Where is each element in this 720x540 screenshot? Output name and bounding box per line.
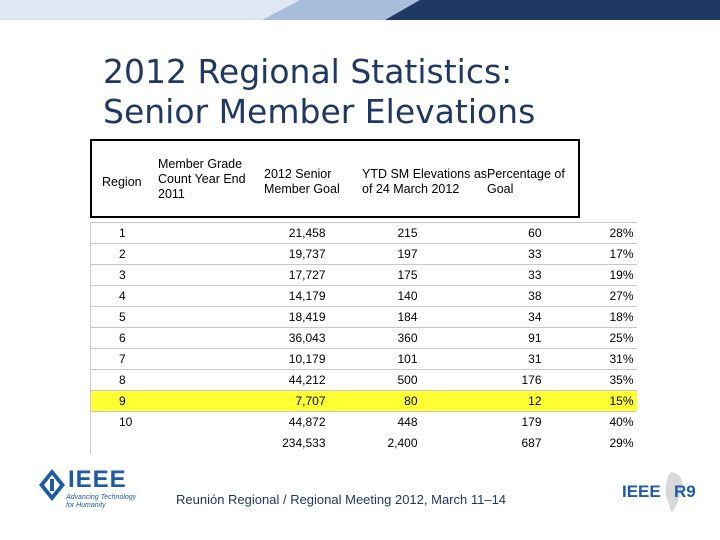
ieee-diamond-icon [39, 469, 65, 501]
cell-ytd: 38 [420, 285, 545, 307]
table-row: 2 19,737 197 33 17% [90, 243, 637, 265]
table-row: 3 17,727 175 33 19% [90, 264, 637, 286]
cell-ytd: 176 [420, 369, 545, 391]
table-row: 9 7,707 80 12 15% [90, 390, 637, 412]
cell-region: 5 [90, 306, 151, 328]
cell-count: 17,727 [150, 264, 329, 286]
cell-pct: 35% [544, 369, 637, 391]
cell-region: 9 [90, 390, 151, 412]
cell-ytd: 34 [420, 306, 545, 328]
header-percentage-line-2: Goal [487, 182, 514, 196]
cell-count: 19,737 [150, 243, 329, 265]
cell-region: 10 [90, 411, 151, 433]
cell-goal: 215 [328, 222, 421, 244]
cell-goal: 197 [328, 243, 421, 265]
header-goal: 2012 Senior Member Goal [264, 167, 340, 197]
table-row: 1 21,458 215 60 28% [90, 222, 637, 244]
cell-ytd: 60 [420, 222, 545, 244]
header-member-count-line-3: 2011 [158, 187, 185, 201]
header-ytd: YTD SM Elevations as of 24 March 2012 [362, 167, 487, 197]
cell-count: 44,212 [150, 369, 329, 391]
cell-pct: 19% [544, 264, 637, 286]
cell-goal: 184 [328, 306, 421, 328]
cell-count: 7,707 [150, 390, 329, 412]
cell-goal: 101 [328, 348, 421, 370]
cell-count: 14,179 [150, 285, 329, 307]
cell-pct: 31% [544, 348, 637, 370]
header-member-count: Member Grade Count Year End 2011 [158, 157, 246, 202]
cell-count: 21,458 [150, 222, 329, 244]
header-percentage-line-1: Percentage of [487, 167, 565, 181]
cell-region: 3 [90, 264, 151, 286]
r9-ieee-text: IEEE [622, 482, 661, 501]
cell-goal: 500 [328, 369, 421, 391]
header-ytd-line-2: of 24 March 2012 [362, 182, 460, 196]
header-member-count-line-1: Member Grade [158, 157, 243, 171]
cell-pct: 15% [544, 390, 637, 412]
table-row: 7 10,179 101 31 31% [90, 348, 637, 370]
top-decorative-bar [0, 0, 720, 22]
cell-region: 4 [90, 285, 151, 307]
total-row: 234,533 2,400 687 29% [90, 432, 637, 454]
slide-title-line-1: 2012 Regional Statistics: [103, 52, 513, 91]
cell-ytd: 12 [420, 390, 545, 412]
r9-label: R9 [674, 482, 696, 501]
cell-region: 8 [90, 369, 151, 391]
header-percentage: Percentage of Goal [487, 167, 565, 197]
cell-region: 7 [90, 348, 151, 370]
ieee-tagline-line-2: for Humanity [66, 502, 106, 509]
cell-pct: 17% [544, 243, 637, 265]
cell-goal: 360 [328, 327, 421, 349]
header-member-count-line-2: Count Year End [158, 172, 246, 186]
cell-goal: 2,400 [387, 436, 418, 450]
cell-pct: 18% [544, 306, 637, 328]
cell-count: 36,043 [150, 327, 329, 349]
table-row: 10 44,872 448 179 40% [90, 411, 637, 433]
cell-pct: 28% [544, 222, 637, 244]
cell-goal: 140 [328, 285, 421, 307]
cell-pct: 40% [544, 411, 637, 433]
header-ytd-line-1: YTD SM Elevations as [362, 167, 488, 181]
cell-ytd: 91 [420, 327, 545, 349]
ieee-r9-logo: IEEE R9 [620, 470, 710, 515]
footer-meeting-text: Reunión Regional / Regional Meeting 2012… [176, 492, 507, 507]
cell-count: 18,419 [150, 306, 329, 328]
cell-count: 234,533 [282, 436, 326, 450]
cell-region: 2 [90, 243, 151, 265]
table-row: 5 18,419 184 34 18% [90, 306, 637, 328]
cell-region [90, 432, 151, 454]
ieee-tagline: Advancing Technology for Humanity [66, 494, 146, 510]
table-row: 6 36,043 360 91 25% [90, 327, 637, 349]
table-row: 4 14,179 140 38 27% [90, 285, 637, 307]
table-header: Region Member Grade Count Year End 2011 … [90, 139, 580, 218]
ieee-tagline-line-1: Advancing Technology [66, 494, 137, 501]
cell-goal: 80 [328, 390, 421, 412]
cell-region: 1 [90, 222, 151, 244]
slide-title: 2012 Regional Statistics: Senior Member … [103, 52, 623, 132]
cell-ytd: 33 [420, 264, 545, 286]
cell-goal: 175 [328, 264, 421, 286]
cell-ytd: 179 [420, 411, 545, 433]
cell-ytd: 31 [420, 348, 545, 370]
cell-pct: 27% [544, 285, 637, 307]
slide-title-line-2: Senior Member Elevations [103, 92, 536, 131]
cell-ytd: 33 [420, 243, 545, 265]
cell-pct: 29% [609, 436, 634, 450]
cell-pct: 25% [544, 327, 637, 349]
table-row: 8 44,212 500 176 35% [90, 369, 637, 391]
header-goal-line-1: 2012 Senior [264, 167, 332, 181]
statistics-table: 1 21,458 215 60 28% 2 19,737 197 33 17% 3 17,727 175… [90, 222, 637, 454]
cell-count: 10,179 [150, 348, 329, 370]
ieee-logo: IEEE Advancing Technology for Humanity [38, 466, 136, 516]
ieee-logo-text: IEEE [68, 466, 127, 493]
header-goal-line-2: Member Goal [264, 182, 340, 196]
r9-map-icon [665, 472, 683, 512]
cell-goal: 448 [328, 411, 421, 433]
cell-region: 6 [90, 327, 151, 349]
cell-count: 44,872 [150, 411, 329, 433]
cell-ytd: 687 [521, 436, 542, 450]
header-region: Region [102, 175, 142, 189]
